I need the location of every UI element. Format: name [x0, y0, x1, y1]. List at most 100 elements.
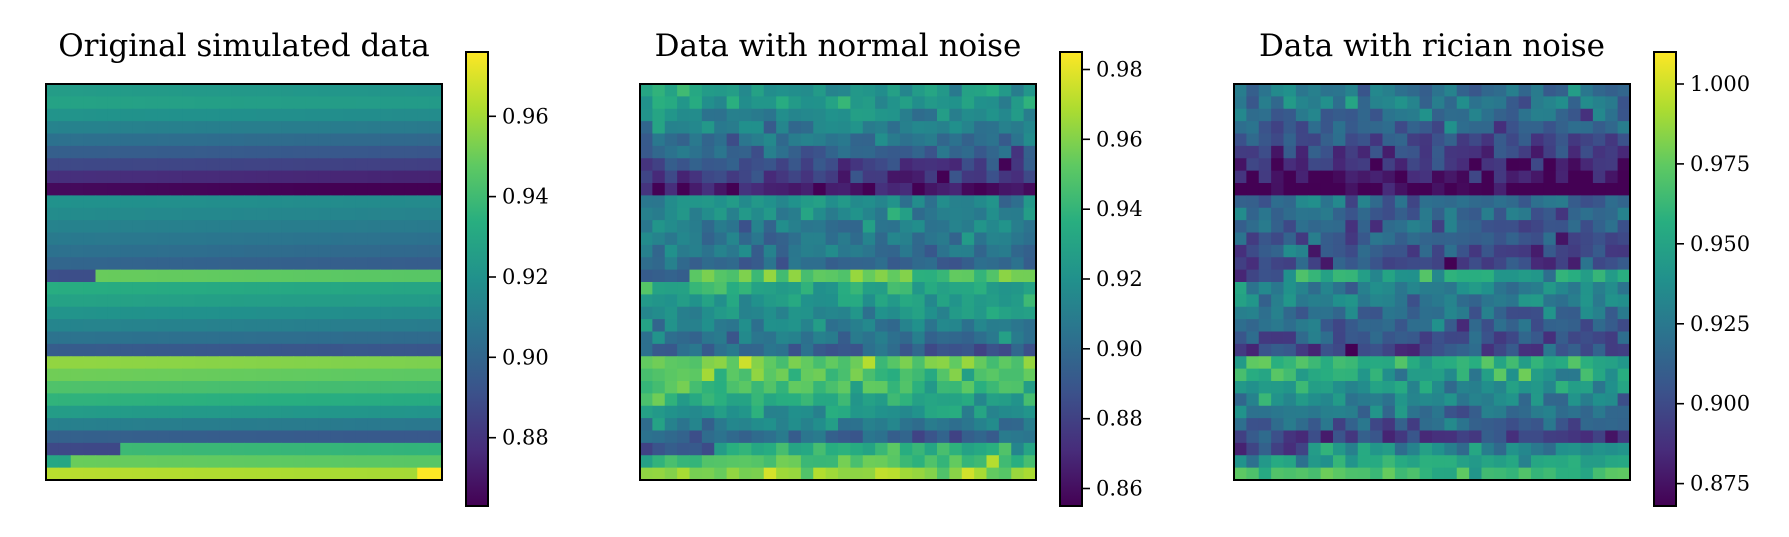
heatmap-cell	[726, 368, 740, 382]
heatmap-cell	[1506, 220, 1520, 234]
heatmap-cell	[739, 442, 752, 456]
heatmap-cell	[838, 84, 851, 97]
heatmap-cell	[949, 195, 963, 209]
heatmap-cell	[1444, 294, 1458, 308]
heatmap-cell	[417, 232, 431, 246]
heatmap-cell	[244, 244, 257, 258]
heatmap-cell	[1555, 306, 1569, 320]
heatmap-cell	[1568, 282, 1582, 295]
heatmap-cell	[367, 244, 381, 258]
heatmap-cell	[1023, 232, 1037, 246]
heatmap-cell	[281, 232, 295, 246]
heatmap-cell	[800, 183, 814, 196]
heatmap-cell	[1605, 381, 1619, 394]
heatmap-cell	[887, 356, 901, 370]
heatmap-cell	[318, 84, 332, 97]
heatmap-cell	[367, 343, 381, 357]
heatmap-cell	[169, 343, 183, 357]
heatmap-cell	[219, 207, 233, 221]
heatmap-cell	[1382, 356, 1396, 370]
heatmap-cell	[1432, 405, 1445, 419]
heatmap-cell	[318, 195, 332, 209]
heatmap-cell	[887, 343, 901, 357]
heatmap-cell	[1592, 455, 1606, 469]
heatmap-cell	[825, 220, 839, 234]
heatmap-cell	[1258, 455, 1272, 469]
heatmap-cell	[1617, 257, 1631, 271]
heatmap-cell	[640, 195, 653, 209]
heatmap-cell	[813, 393, 827, 407]
heatmap-cell	[256, 282, 270, 295]
heatmap-cell	[231, 220, 245, 234]
heatmap-cell	[1234, 257, 1247, 271]
heatmap-cell	[1605, 331, 1619, 345]
heatmap-cell	[652, 393, 666, 407]
heatmap-cell	[355, 430, 369, 444]
heatmap-cell	[998, 368, 1012, 382]
heatmap-cell	[776, 455, 790, 469]
heatmap-cell	[640, 282, 653, 295]
heatmap-cell	[1531, 232, 1544, 246]
heatmap-cell	[664, 331, 678, 345]
heatmap-cell	[714, 418, 728, 432]
heatmap-cell	[1370, 331, 1384, 345]
heatmap-cell	[825, 282, 839, 295]
heatmap-cell	[1531, 170, 1544, 184]
heatmap-cell	[1481, 467, 1495, 481]
heatmap-cell	[1308, 282, 1322, 295]
heatmap-cell	[95, 84, 109, 97]
heatmap-cell	[145, 294, 158, 308]
heatmap-cell	[739, 368, 752, 382]
heatmap-cell	[355, 195, 369, 209]
heatmap-cell	[293, 467, 307, 481]
heatmap-cell	[268, 467, 282, 481]
heatmap-cell	[1531, 405, 1544, 419]
heatmap-cell	[268, 207, 282, 221]
heatmap-cell	[664, 158, 678, 172]
heatmap-cell	[46, 232, 59, 246]
heatmap-cell	[776, 269, 790, 283]
heatmap-cell	[231, 442, 245, 456]
heatmap-cell	[1357, 442, 1371, 456]
heatmap-cell	[157, 368, 171, 382]
heatmap-cell	[83, 207, 97, 221]
heatmap-cell	[70, 455, 84, 469]
heatmap-cell	[701, 418, 715, 432]
heatmap-cell	[268, 257, 282, 271]
heatmap-cell	[664, 257, 678, 271]
heatmap-cell	[949, 418, 963, 432]
heatmap-cell	[1258, 356, 1272, 370]
heatmap-cell	[899, 381, 913, 394]
heatmap-cell	[1283, 368, 1297, 382]
heatmap-cell	[367, 220, 381, 234]
heatmap-cell	[664, 133, 678, 147]
heatmap-cell	[726, 282, 740, 295]
heatmap-cell	[1506, 381, 1520, 394]
heatmap-cell	[1370, 207, 1384, 221]
heatmap-cell	[70, 84, 84, 97]
heatmap-cell	[1011, 84, 1025, 97]
heatmap-cell	[268, 232, 282, 246]
heatmap-cell	[70, 393, 84, 407]
heatmap-cell	[726, 108, 740, 122]
heatmap-cell	[194, 331, 208, 345]
heatmap-cell	[689, 405, 703, 419]
heatmap-cell	[875, 455, 889, 469]
heatmap-cell	[169, 455, 183, 469]
heatmap-cell	[998, 133, 1012, 147]
heatmap-cell	[268, 455, 282, 469]
heatmap-cell	[244, 121, 257, 135]
heatmap-cell	[194, 455, 208, 469]
heatmap-cell	[776, 158, 790, 172]
heatmap-cell	[664, 356, 678, 370]
heatmap-cell	[268, 170, 282, 184]
heatmap-cell	[1555, 207, 1569, 221]
heatmap-cell	[1345, 430, 1359, 444]
heatmap-cell	[1011, 282, 1025, 295]
heatmap-cell	[380, 430, 394, 444]
heatmap-cell	[145, 282, 158, 295]
heatmap-cell	[1320, 331, 1334, 345]
heatmap-cell	[701, 121, 715, 135]
heatmap-cell	[1407, 207, 1421, 221]
heatmap-cell	[751, 467, 765, 481]
